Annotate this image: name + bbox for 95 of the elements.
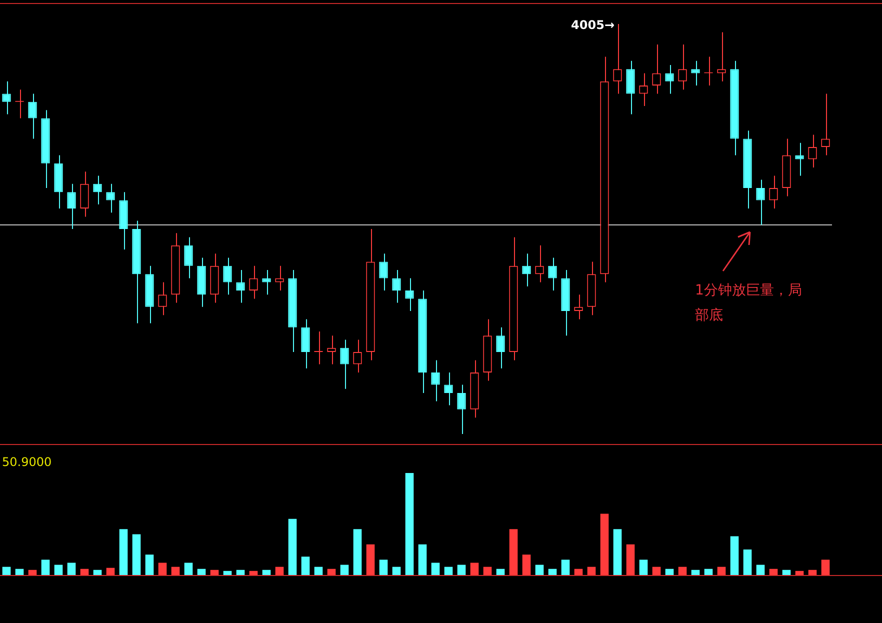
bar [418, 544, 427, 575]
bar [106, 568, 115, 575]
candlestick [314, 331, 323, 365]
bar [132, 534, 141, 575]
candlestick [2, 80, 11, 115]
bar [236, 570, 245, 575]
bar [678, 566, 687, 575]
candlestick [236, 270, 245, 304]
bar [392, 566, 401, 575]
bar [808, 570, 817, 575]
bar [327, 568, 336, 575]
candlestick [67, 183, 76, 230]
bar [353, 529, 362, 575]
bar [171, 566, 180, 575]
candlestick [28, 93, 37, 140]
bar [379, 560, 388, 575]
bar [119, 529, 128, 575]
bar [28, 570, 37, 575]
bar [93, 570, 102, 575]
bar [288, 518, 297, 575]
bar [431, 562, 440, 575]
bar [756, 564, 765, 575]
bar [782, 570, 791, 575]
bar [613, 529, 622, 575]
bar [405, 473, 414, 575]
bar [249, 570, 258, 575]
candlestick [379, 253, 388, 291]
bar [535, 564, 544, 575]
bar [223, 570, 232, 575]
bar [626, 544, 635, 575]
bar [691, 570, 700, 575]
bar [444, 566, 453, 575]
annotation: 1分钟放巨量，局部底 [695, 282, 802, 324]
bar [301, 556, 310, 575]
bar [496, 568, 505, 575]
candlestick [405, 278, 414, 312]
candlestick [262, 270, 271, 296]
bar [67, 562, 76, 575]
bar [795, 570, 804, 575]
bar [652, 566, 661, 575]
bar [574, 568, 583, 575]
bar [275, 566, 284, 575]
annotation: 4005→ [571, 18, 614, 32]
bar [41, 560, 50, 575]
bar [600, 514, 609, 575]
bar [197, 568, 206, 575]
candlestick [223, 257, 232, 296]
bar [158, 562, 167, 575]
bar [340, 564, 349, 575]
candlestick [327, 335, 336, 365]
candlestick [717, 32, 726, 82]
bar [717, 566, 726, 575]
bar [314, 566, 323, 575]
bar [821, 560, 830, 575]
candlestick [691, 60, 700, 86]
bar [509, 529, 518, 575]
bar [743, 550, 752, 575]
bar [145, 554, 154, 575]
bar [54, 564, 63, 575]
candlestick [301, 318, 310, 369]
candlestick [574, 294, 583, 320]
bar [665, 568, 674, 575]
candlestick [496, 326, 505, 369]
candlestick [80, 171, 89, 218]
candlestick [522, 253, 531, 287]
bar [184, 562, 193, 575]
candlestick [821, 93, 830, 156]
candlestick [106, 183, 115, 214]
bar [639, 560, 648, 575]
bar [730, 536, 739, 575]
bar [262, 570, 271, 575]
bar [769, 568, 778, 575]
bar [548, 568, 557, 575]
bar [587, 566, 596, 575]
bar [483, 566, 492, 575]
bar [457, 564, 466, 575]
bar [2, 566, 11, 575]
candlestick [184, 236, 193, 279]
candlestick [444, 372, 453, 406]
bar [366, 544, 375, 575]
bar [210, 570, 219, 575]
candlestick [626, 60, 635, 115]
candlestick [340, 339, 349, 390]
bar [80, 568, 89, 575]
bar [15, 568, 24, 575]
candlestick [93, 175, 102, 205]
candlestick [457, 384, 466, 434]
candlestick [795, 142, 804, 176]
bar [704, 568, 713, 575]
bar [522, 554, 531, 575]
candlestick [665, 64, 674, 94]
bar [470, 562, 479, 575]
text: 50.9000 [2, 455, 52, 470]
bar [561, 560, 570, 575]
candlestick [275, 265, 284, 291]
